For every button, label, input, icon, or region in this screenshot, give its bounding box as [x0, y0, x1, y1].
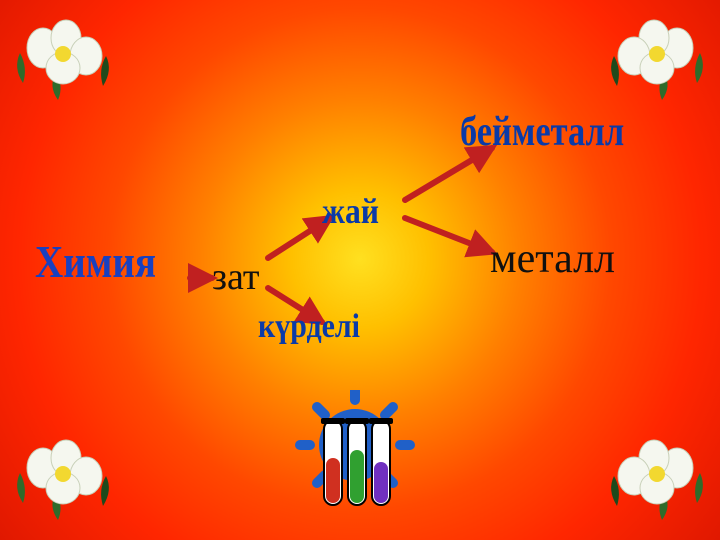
tube-green [345, 418, 369, 505]
flower-decoration-bottom-right [602, 428, 712, 528]
tube-red [321, 418, 345, 505]
test-tubes-icon [280, 390, 430, 530]
node-metal: металл [490, 235, 615, 283]
node-complex: күрделі [258, 308, 360, 346]
tube-purple [369, 418, 393, 505]
node-chemistry: Химия [35, 235, 156, 288]
flower-decoration-top-left [8, 8, 118, 108]
node-nonmetal: бейметалл [460, 108, 624, 156]
node-simple: жай [322, 190, 379, 232]
flower-decoration-top-right [602, 8, 712, 108]
node-substance: зат [212, 255, 260, 299]
flower-decoration-bottom-left [8, 428, 118, 528]
